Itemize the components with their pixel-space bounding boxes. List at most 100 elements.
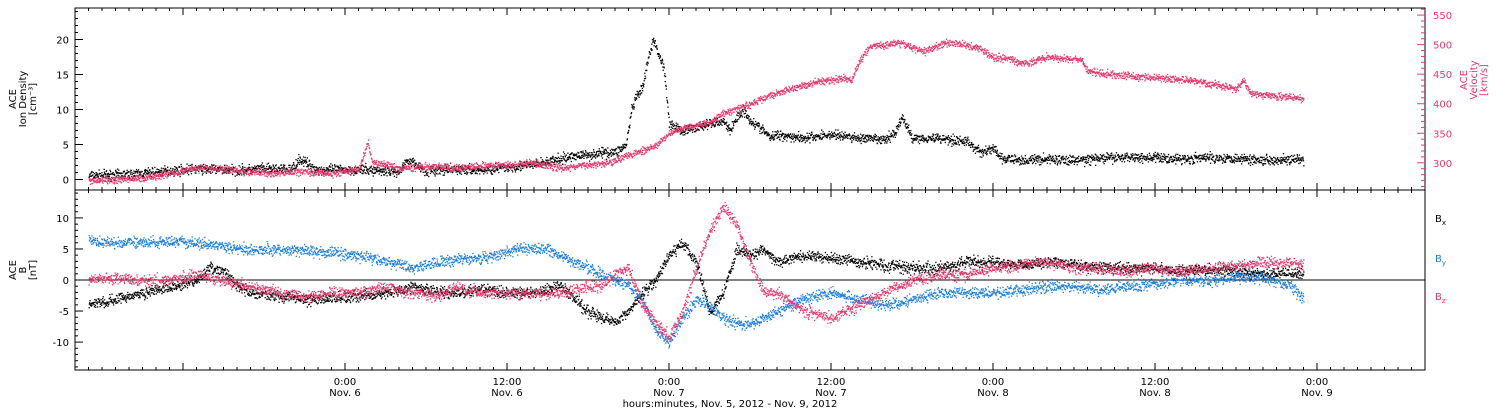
density-point xyxy=(371,172,373,174)
density-point xyxy=(506,169,508,171)
density-point xyxy=(971,144,973,146)
density-point xyxy=(796,134,798,137)
velocity-point xyxy=(253,169,255,171)
density-point xyxy=(822,131,824,133)
density-point xyxy=(342,167,344,169)
density-point xyxy=(305,159,307,161)
density-point xyxy=(636,98,638,100)
density-point xyxy=(1069,161,1072,163)
velocity-point xyxy=(154,176,156,179)
density-point xyxy=(1238,160,1241,162)
density-point xyxy=(961,139,963,141)
velocity-point xyxy=(282,169,284,171)
density-point xyxy=(713,124,715,126)
density-point xyxy=(525,167,528,169)
density-point xyxy=(1285,156,1288,159)
density-point xyxy=(1121,154,1123,156)
velocity-point xyxy=(284,174,286,177)
density-point xyxy=(1133,154,1135,156)
density-point xyxy=(124,176,126,178)
density-point xyxy=(568,155,570,158)
density-point xyxy=(792,138,794,140)
density-point xyxy=(261,162,264,164)
density-point xyxy=(1134,158,1137,160)
density-point xyxy=(1081,158,1083,160)
density-point xyxy=(365,172,367,175)
density-point xyxy=(1082,159,1084,161)
density-point xyxy=(906,125,909,128)
density-point xyxy=(761,126,763,128)
density-point xyxy=(604,149,606,151)
density-point xyxy=(845,135,847,138)
density-point xyxy=(1048,156,1051,158)
velocity-point xyxy=(135,179,137,181)
density-point xyxy=(1106,152,1108,154)
density-point xyxy=(270,171,272,173)
density-point xyxy=(761,131,764,134)
density-point xyxy=(458,171,460,173)
density-point xyxy=(255,165,258,168)
density-point xyxy=(295,159,297,161)
density-point xyxy=(102,176,105,178)
density-point xyxy=(631,105,634,107)
density-point xyxy=(779,133,781,135)
density-point xyxy=(996,151,998,153)
density-point xyxy=(284,164,286,166)
density-point xyxy=(586,155,588,157)
density-point xyxy=(582,154,584,156)
density-point xyxy=(455,171,457,173)
density-point xyxy=(670,126,673,128)
density-point xyxy=(1271,158,1273,160)
density-point xyxy=(557,152,559,154)
density-point xyxy=(961,141,964,144)
density-point xyxy=(1055,155,1058,158)
density-point xyxy=(566,158,568,160)
velocity-point xyxy=(104,180,107,182)
density-point xyxy=(752,121,754,123)
density-point xyxy=(1154,155,1156,157)
density-point xyxy=(1228,155,1231,157)
density-point xyxy=(999,152,1001,154)
density-point xyxy=(122,172,124,174)
density-point xyxy=(915,138,917,140)
density-point xyxy=(1277,157,1279,159)
density-point xyxy=(1183,158,1185,161)
velocity-point xyxy=(197,167,199,169)
density-point xyxy=(1236,160,1238,162)
density-point xyxy=(864,137,866,139)
density-point xyxy=(948,142,950,144)
density-point xyxy=(1031,157,1033,159)
velocity-point xyxy=(136,180,138,182)
density-point xyxy=(804,135,807,138)
density-point xyxy=(402,162,404,164)
density-point xyxy=(89,173,91,175)
density-point xyxy=(292,162,295,164)
density-point xyxy=(1209,154,1211,156)
density-point xyxy=(1195,155,1197,157)
velocity-point xyxy=(126,179,129,181)
velocity-point xyxy=(243,171,246,173)
density-point xyxy=(918,139,920,141)
density-point xyxy=(995,151,997,153)
velocity-point xyxy=(238,172,241,174)
velocity-point xyxy=(180,169,183,172)
density-point xyxy=(996,152,998,154)
density-point xyxy=(118,175,120,177)
velocity-point xyxy=(103,176,106,179)
density-point xyxy=(718,123,720,125)
density-point xyxy=(888,137,890,140)
density-point xyxy=(419,162,421,164)
density-point xyxy=(936,138,939,140)
velocity-point xyxy=(264,172,266,175)
density-point xyxy=(396,171,399,173)
density-point xyxy=(1283,159,1285,161)
density-point xyxy=(307,165,310,167)
velocity-point xyxy=(205,171,207,173)
density-point xyxy=(116,168,119,170)
density-point xyxy=(147,167,149,169)
density-point xyxy=(1096,155,1098,157)
velocity-point xyxy=(158,176,160,178)
velocity-point xyxy=(139,180,141,183)
density-point xyxy=(414,159,416,161)
density-point xyxy=(830,134,832,137)
